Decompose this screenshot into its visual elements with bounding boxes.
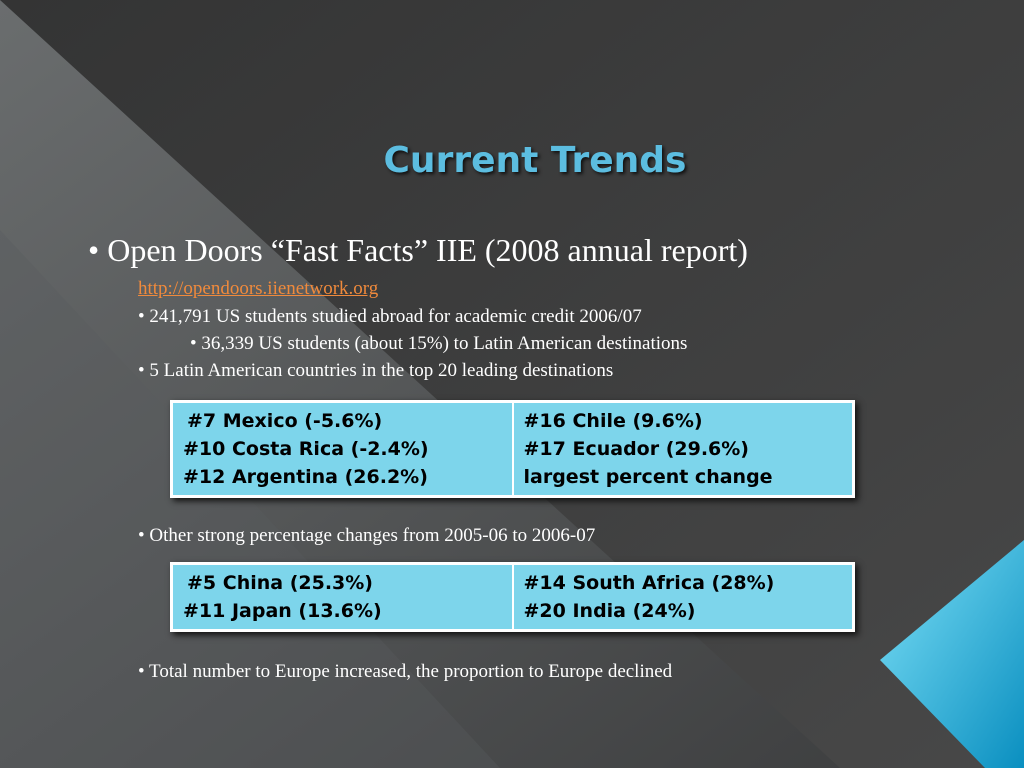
table: #5 China (25.3%) #11 Japan (13.6%) #14 S…: [170, 562, 855, 632]
cell-line: #10 Costa Rica (-2.4%): [183, 438, 429, 460]
bullet: • 241,791 US students studied abroad for…: [138, 306, 642, 327]
cell-line: #20 India (24%): [523, 600, 696, 622]
cell-line: largest percent change: [523, 466, 773, 488]
bullet: • 36,339 US students (about 15%) to Lati…: [190, 333, 688, 354]
table-cell: #16 Chile (9.6%) #17 Ecuador (29.6%) lar…: [513, 403, 852, 495]
cell-line: #16 Chile (9.6%): [523, 410, 703, 432]
table-cell: #5 China (25.3%) #11 Japan (13.6%): [173, 565, 512, 629]
bullet: • Total number to Europe increased, the …: [138, 661, 673, 682]
cell-line: #17 Ecuador (29.6%): [523, 438, 750, 460]
cell-line: #7 Mexico (-5.6%): [187, 410, 383, 432]
cell-line: #11 Japan (13.6%): [183, 600, 382, 622]
table: #7 Mexico (-5.6%) #10 Costa Rica (-2.4%)…: [170, 400, 855, 498]
cell-line: #12 Argentina (26.2%): [183, 466, 428, 488]
table-cell: #7 Mexico (-5.6%) #10 Costa Rica (-2.4%)…: [173, 403, 512, 495]
cell-line: #14 South Africa (28%): [523, 572, 775, 594]
table-cell: #14 South Africa (28%) #20 India (24%): [513, 565, 852, 629]
cell-line: #5 China (25.3%): [187, 572, 373, 594]
bullet: • Open Doors “Fast Facts” IIE (2008 annu…: [88, 232, 748, 268]
link[interactable]: http://opendoors.iienetwork.org: [138, 278, 379, 299]
slide-title: Current Trends: [383, 140, 687, 181]
bullet: • 5 Latin American countries in the top …: [138, 360, 614, 381]
bullet: • Other strong percentage changes from 2…: [138, 525, 596, 546]
